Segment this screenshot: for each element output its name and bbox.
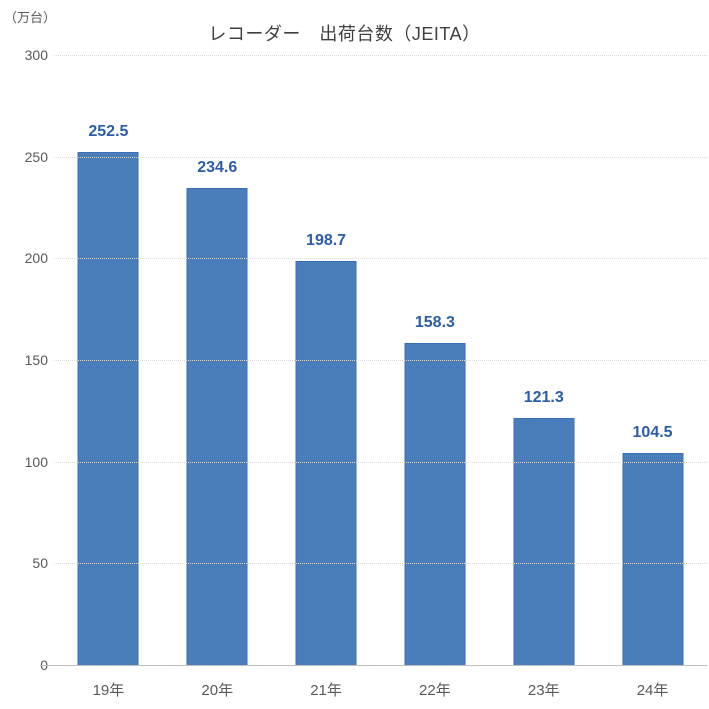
- y-tick-label: 300: [24, 47, 48, 63]
- x-tick-label: 20年: [201, 682, 234, 699]
- bar-series: 252.5 234.6 198.7 158.3 121.3 104.5: [54, 55, 707, 665]
- x-tick-label: 24年: [636, 682, 669, 699]
- gridline: [54, 563, 707, 565]
- y-tick-label: 50: [32, 555, 48, 572]
- bar: [295, 260, 357, 665]
- bar-slot: 198.7: [272, 55, 381, 665]
- gridline: [54, 461, 707, 463]
- bar-value-label: 252.5: [88, 122, 129, 140]
- y-axis-unit-label: （万台）: [4, 10, 57, 25]
- bar: [622, 452, 684, 665]
- x-tick-label: 23年: [527, 682, 560, 699]
- bar: [513, 418, 575, 665]
- y-tick-label: 150: [24, 352, 48, 368]
- bar: [186, 187, 248, 665]
- y-tick-label: 200: [24, 250, 48, 267]
- bar-slot: 252.5: [54, 55, 163, 665]
- bar-value-label: 158.3: [414, 314, 455, 332]
- gridline: [54, 360, 707, 361]
- plot-area: 252.5 234.6 198.7 158.3 121.3 104.5: [54, 55, 707, 665]
- bar: [404, 343, 466, 665]
- bar-value-label: 234.6: [197, 158, 238, 176]
- bar-slot: 234.6: [163, 55, 272, 665]
- x-tick-label: 22年: [419, 682, 451, 699]
- bar-slot: 121.3: [489, 55, 598, 665]
- gridline: [54, 55, 707, 56]
- bar-value-label: 104.5: [632, 423, 673, 441]
- y-tick-label: 100: [24, 453, 48, 470]
- bar-value-label: 198.7: [306, 231, 347, 249]
- x-axis-line: [40, 665, 707, 666]
- x-axis: 19年 20年 21年 22年 23年 24年: [54, 679, 707, 700]
- x-tick-label: 19年: [92, 682, 125, 699]
- bar-slot: 158.3: [380, 55, 489, 665]
- gridline: [54, 258, 707, 260]
- bar-slot: 104.5: [598, 55, 707, 665]
- gridline: [54, 156, 707, 158]
- bar-value-label: 121.3: [523, 389, 564, 407]
- y-tick-label: 250: [24, 148, 48, 165]
- bar: [77, 151, 139, 665]
- y-axis: 0 50 100 150 200 250 300: [0, 47, 48, 673]
- x-tick-label: 21年: [310, 682, 342, 699]
- chart-title: レコーダー 出荷台数（JEITA）: [208, 24, 481, 44]
